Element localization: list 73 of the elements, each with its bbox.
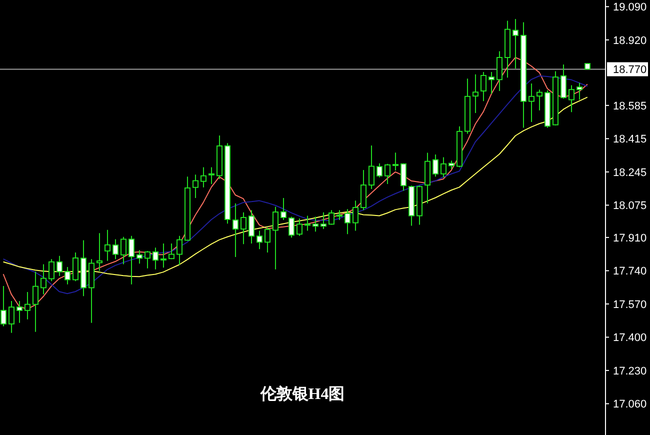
candlestick	[104, 229, 110, 262]
candlestick	[344, 208, 350, 235]
candlestick	[280, 197, 286, 221]
candlestick	[248, 210, 254, 244]
candlestick	[480, 71, 486, 102]
candlestick	[264, 226, 270, 254]
candlestick	[528, 83, 534, 123]
candlestick	[432, 154, 438, 178]
y-tick-label: 18.585	[613, 100, 647, 112]
candlestick	[160, 243, 166, 268]
candlestick	[200, 166, 206, 188]
y-tick-label: 18.245	[613, 166, 647, 179]
candlestick	[240, 212, 246, 245]
candlestick	[336, 210, 342, 221]
candlestick	[320, 212, 326, 230]
y-tick-label: 17.740	[613, 266, 647, 278]
candlestick	[32, 271, 38, 332]
candlestick	[576, 82, 582, 100]
candlestick	[536, 89, 542, 111]
candlestick	[24, 292, 30, 320]
candlestick	[112, 238, 118, 260]
y-tick-label: 17.910	[613, 232, 647, 244]
candlestick	[472, 74, 478, 114]
candlestick	[368, 145, 374, 190]
candlestick	[96, 232, 102, 272]
candlestick	[208, 166, 214, 185]
candlestick	[288, 216, 294, 238]
y-tick-label: 18.920	[613, 34, 647, 47]
candlestick	[64, 266, 70, 285]
candlestick	[496, 50, 502, 92]
candlestick	[8, 300, 14, 334]
y-tick-label: 18.415	[613, 134, 647, 146]
candlestick	[48, 258, 54, 282]
candlestick	[40, 264, 46, 295]
candlestick	[16, 300, 22, 324]
candlestick	[296, 218, 302, 236]
candlestick	[312, 216, 318, 232]
y-tick-label: 17.230	[613, 365, 647, 378]
candlestick	[360, 169, 366, 211]
candlestick	[424, 152, 430, 204]
candlestick	[176, 235, 182, 266]
candlestick	[256, 230, 262, 250]
candlestick	[0, 285, 6, 327]
candlestick	[232, 202, 238, 258]
candlestick	[192, 174, 198, 198]
candlestick	[304, 215, 310, 232]
candlestick	[568, 84, 574, 113]
candlestick	[56, 255, 62, 276]
candlestick	[400, 162, 406, 192]
candlestick	[144, 250, 150, 269]
y-tick-label: 17.400	[613, 332, 647, 344]
ref-line-label: 18.770	[613, 64, 647, 76]
candlestick	[440, 156, 446, 178]
candlestick	[560, 64, 566, 100]
y-tick-label: 17.060	[613, 398, 647, 411]
candlestick	[72, 252, 78, 282]
candlestick	[272, 206, 278, 270]
candlestick	[120, 236, 126, 265]
candlestick	[128, 235, 134, 285]
candlestick	[328, 210, 334, 226]
y-tick-label: 19.090	[613, 2, 647, 14]
candlestick	[152, 247, 158, 270]
candlestick	[168, 243, 174, 260]
candlestick	[512, 18, 518, 69]
candlestick	[376, 162, 382, 178]
y-tick-label: 18.075	[613, 200, 647, 212]
y-tick-label: 17.570	[613, 298, 647, 311]
candlestick	[136, 250, 142, 264]
candlestick	[488, 71, 494, 94]
candlestick	[352, 200, 358, 232]
candlestick	[392, 152, 398, 172]
text: 伦敦银H4图	[259, 385, 345, 403]
candlestick	[384, 163, 390, 185]
